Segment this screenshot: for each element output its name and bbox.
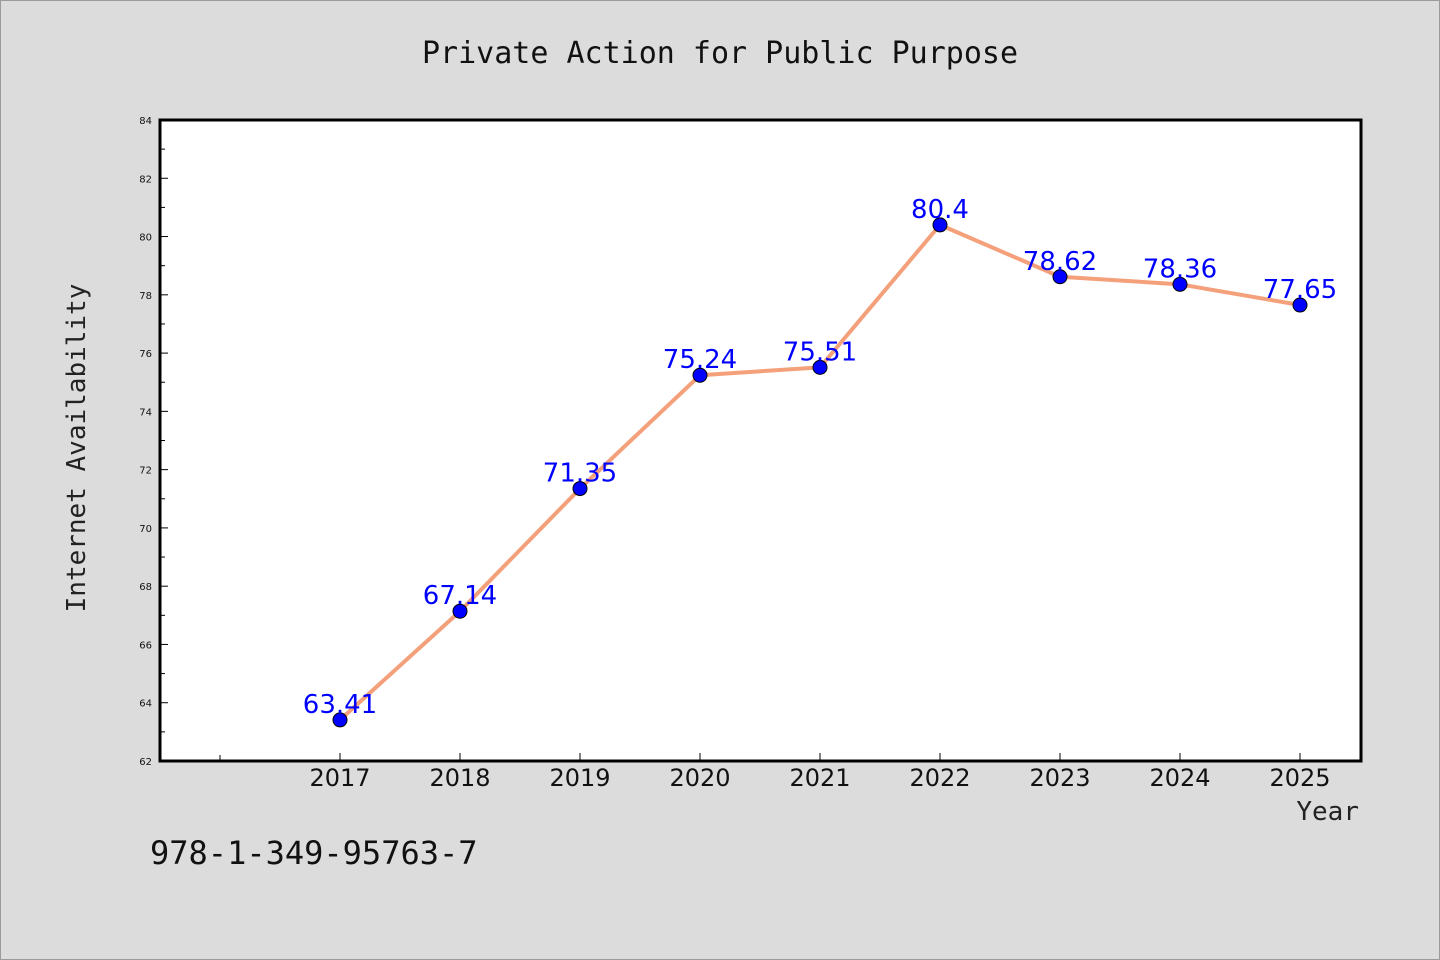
y-axis-ticks: 62 64 66 68 70 72 74 76 78 80 82 84 — [139, 116, 168, 768]
y-tick-label: 64 — [139, 699, 152, 710]
data-point — [452, 603, 468, 619]
x-tick-label: 2024 — [1149, 764, 1210, 792]
x-tick-label: 2017 — [309, 764, 370, 792]
data-point — [1292, 297, 1308, 313]
data-point — [812, 359, 828, 375]
y-tick-label: 74 — [139, 407, 152, 418]
x-tick-label: 2022 — [909, 764, 970, 792]
x-tick-label: 2019 — [549, 764, 610, 792]
x-axis-ticks: 2017 2018 2019 2020 2021 2022 2023 2024 2025 — [219, 753, 1331, 792]
y-tick-label: 70 — [139, 524, 152, 535]
y-tick-label: 82 — [139, 174, 152, 185]
y-tick-label: 76 — [139, 349, 152, 360]
y-axis-label: Internet Availability — [62, 284, 92, 613]
data-point — [1052, 269, 1068, 285]
plot-area — [158, 118, 1363, 763]
data-point — [932, 217, 948, 233]
x-tick-label: 2025 — [1269, 764, 1330, 792]
data-label: 75.51 — [783, 337, 857, 367]
chart-title: Private Action for Public Purpose — [422, 36, 1018, 71]
data-label: 78.36 — [1143, 254, 1217, 284]
y-tick-label: 72 — [139, 466, 152, 477]
x-tick-label: 2023 — [1029, 764, 1090, 792]
data-point — [692, 367, 708, 383]
y-tick-label: 62 — [139, 757, 152, 768]
data-label: 77.65 — [1263, 275, 1337, 305]
y-tick-label: 68 — [139, 582, 152, 593]
data-point — [1172, 276, 1188, 292]
data-label: 63.41 — [303, 690, 377, 720]
y-tick-label: 78 — [139, 291, 152, 302]
data-label: 80.4 — [911, 195, 969, 225]
x-tick-label: 2020 — [669, 764, 730, 792]
x-axis-label: Year — [1296, 797, 1359, 827]
series-group: 63.41 67.14 71.35 75.24 75.51 80.4 78.62 78.36 7… — [303, 195, 1337, 728]
y-tick-label: 66 — [139, 640, 152, 651]
data-label: 71.35 — [543, 459, 617, 489]
x-tick-label: 2018 — [429, 764, 490, 792]
data-label: 78.62 — [1023, 247, 1097, 277]
x-tick-label: 2021 — [789, 764, 850, 792]
data-label: 75.24 — [663, 345, 737, 375]
data-label: 67.14 — [423, 581, 497, 611]
data-point — [332, 712, 348, 728]
y-tick-label: 80 — [139, 233, 152, 244]
data-point — [572, 481, 588, 497]
isbn-label: 978-1-349-95763-7 — [150, 834, 478, 872]
y-tick-label: 84 — [139, 116, 152, 127]
